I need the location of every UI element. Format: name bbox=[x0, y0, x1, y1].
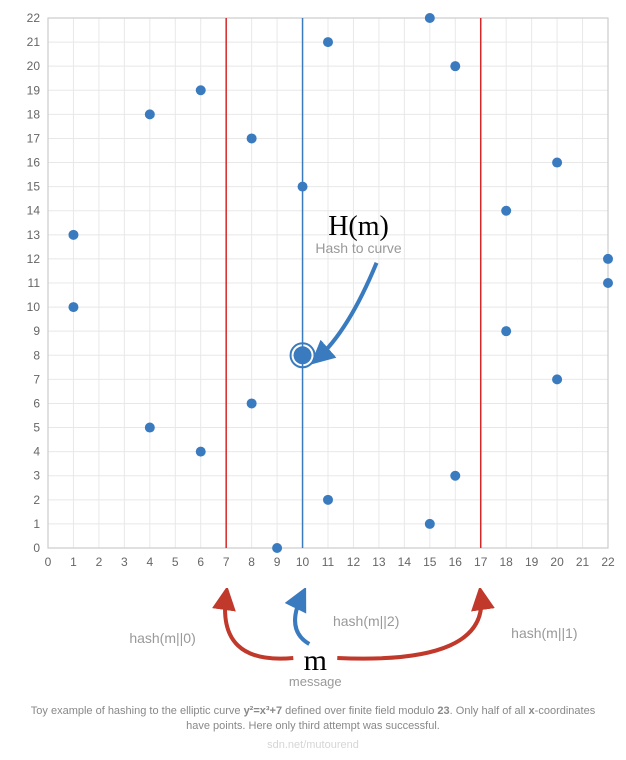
data-point bbox=[425, 519, 435, 529]
data-point bbox=[145, 109, 155, 119]
arrow-hash2 bbox=[295, 594, 309, 644]
annotation-area: mmessage hash(m||0) hash(m||2) hash(m||1) bbox=[8, 588, 618, 698]
x-tick-label: 7 bbox=[223, 555, 230, 569]
y-tick-label: 6 bbox=[33, 396, 40, 410]
arrow-hash0 bbox=[225, 594, 293, 659]
x-tick-label: 13 bbox=[372, 555, 386, 569]
x-tick-label: 19 bbox=[525, 555, 539, 569]
y-tick-label: 15 bbox=[27, 180, 41, 194]
hm-subtitle: Hash to curve bbox=[315, 240, 402, 256]
x-tick-label: 14 bbox=[398, 555, 412, 569]
x-tick-label: 2 bbox=[96, 555, 103, 569]
y-tick-label: 21 bbox=[27, 35, 41, 49]
y-tick-label: 17 bbox=[27, 131, 41, 145]
y-tick-label: 2 bbox=[33, 493, 40, 507]
x-tick-label: 10 bbox=[296, 555, 310, 569]
data-point bbox=[145, 423, 155, 433]
data-point bbox=[272, 543, 282, 553]
x-tick-label: 4 bbox=[146, 555, 153, 569]
y-tick-label: 5 bbox=[33, 421, 40, 435]
y-tick-label: 0 bbox=[33, 541, 40, 555]
hash2-label: hash(m||2) bbox=[333, 613, 399, 629]
y-tick-label: 4 bbox=[33, 445, 40, 459]
data-point bbox=[552, 374, 562, 384]
x-tick-label: 15 bbox=[423, 555, 437, 569]
y-tick-label: 12 bbox=[27, 252, 41, 266]
caption-text: defined over finite field modulo bbox=[282, 705, 437, 717]
m-subtitle: message bbox=[289, 674, 342, 689]
figure-caption: Toy example of hashing to the elliptic c… bbox=[8, 698, 618, 739]
data-point bbox=[196, 85, 206, 95]
x-tick-label: 21 bbox=[576, 555, 590, 569]
y-tick-label: 16 bbox=[27, 156, 41, 170]
data-point bbox=[298, 182, 308, 192]
y-tick-label: 7 bbox=[33, 372, 40, 386]
x-tick-label: 22 bbox=[601, 555, 615, 569]
m-title: m bbox=[304, 644, 327, 677]
x-tick-label: 0 bbox=[45, 555, 52, 569]
x-tick-label: 20 bbox=[550, 555, 564, 569]
watermark: sdn.net/mutourend bbox=[8, 739, 618, 751]
data-point bbox=[552, 158, 562, 168]
hm-title: H(m) bbox=[328, 211, 389, 242]
x-tick-label: 6 bbox=[197, 555, 204, 569]
data-point bbox=[247, 133, 257, 143]
data-point bbox=[323, 37, 333, 47]
data-point bbox=[323, 495, 333, 505]
x-tick-label: 17 bbox=[474, 555, 488, 569]
y-tick-label: 20 bbox=[27, 59, 41, 73]
caption-formula: y²=x³+7 bbox=[244, 705, 283, 717]
x-tick-label: 9 bbox=[274, 555, 281, 569]
data-point bbox=[501, 206, 511, 216]
data-point bbox=[425, 13, 435, 23]
data-point bbox=[68, 230, 78, 240]
annotation-svg: mmessage hash(m||0) hash(m||2) hash(m||1) bbox=[8, 588, 618, 698]
x-tick-label: 16 bbox=[449, 555, 463, 569]
x-tick-label: 18 bbox=[500, 555, 514, 569]
data-point bbox=[450, 61, 460, 71]
y-tick-label: 18 bbox=[27, 107, 41, 121]
data-point bbox=[450, 471, 460, 481]
x-tick-label: 5 bbox=[172, 555, 179, 569]
x-tick-label: 3 bbox=[121, 555, 128, 569]
hash1-label: hash(m||1) bbox=[511, 625, 577, 641]
x-tick-label: 1 bbox=[70, 555, 77, 569]
x-tick-label: 11 bbox=[322, 555, 335, 569]
y-tick-label: 19 bbox=[27, 83, 41, 97]
x-tick-label: 8 bbox=[248, 555, 255, 569]
y-tick-label: 8 bbox=[33, 348, 40, 362]
data-point bbox=[68, 302, 78, 312]
scatter-chart: 0123456789101112131415161718192021220123… bbox=[8, 8, 618, 588]
data-point bbox=[603, 254, 613, 264]
data-point bbox=[196, 447, 206, 457]
highlight-point bbox=[294, 346, 312, 364]
y-tick-label: 9 bbox=[33, 324, 40, 338]
y-tick-label: 14 bbox=[27, 204, 41, 218]
caption-text: . Only half of all bbox=[450, 705, 529, 717]
y-tick-label: 3 bbox=[33, 469, 40, 483]
y-tick-label: 10 bbox=[27, 300, 41, 314]
watermark-text: sdn.net/mutourend bbox=[267, 739, 359, 751]
x-tick-label: 12 bbox=[347, 555, 361, 569]
y-tick-label: 22 bbox=[27, 11, 41, 25]
caption-text: Toy example of hashing to the elliptic c… bbox=[31, 705, 244, 717]
data-point bbox=[247, 398, 257, 408]
hash0-label: hash(m||0) bbox=[129, 630, 195, 646]
chart-svg: 0123456789101112131415161718192021220123… bbox=[8, 8, 618, 588]
data-point bbox=[603, 278, 613, 288]
y-tick-label: 1 bbox=[33, 517, 40, 531]
y-tick-label: 11 bbox=[28, 276, 41, 290]
chart-container: 0123456789101112131415161718192021220123… bbox=[0, 0, 626, 759]
data-point bbox=[501, 326, 511, 336]
caption-modulo: 23 bbox=[437, 705, 449, 717]
y-tick-label: 13 bbox=[27, 228, 41, 242]
